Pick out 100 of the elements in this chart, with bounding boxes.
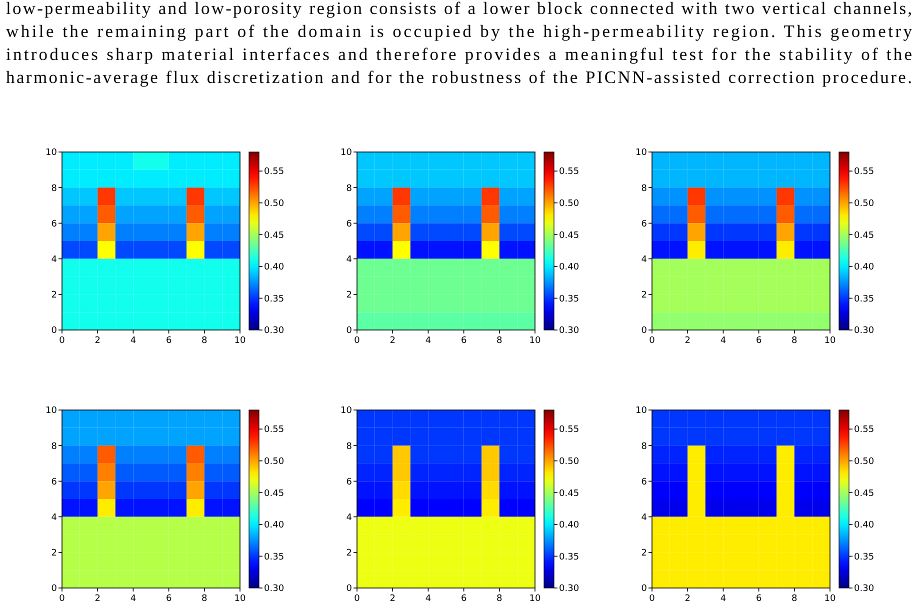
color-bar-label: 0.55 — [854, 425, 874, 436]
y-tick-label: 6 — [346, 219, 352, 230]
color-bar-label: 0.35 — [264, 294, 284, 304]
color-bar-label: 0.40 — [854, 262, 874, 273]
x-tick-label: 4 — [720, 594, 726, 604]
x-tick-label: 10 — [529, 594, 541, 604]
x-tick-label: 2 — [94, 594, 100, 604]
x-tick-label: 6 — [166, 336, 172, 346]
color-bar-label: 0.35 — [854, 294, 874, 304]
color-bar-label: 0.35 — [559, 294, 580, 304]
x-tick-label: 0 — [649, 336, 656, 346]
x-tick-label: 4 — [425, 336, 432, 346]
y-tick-label: 6 — [641, 219, 648, 230]
x-tick-label: 4 — [720, 336, 726, 346]
x-tick-label: 8 — [496, 336, 503, 346]
y-tick-label: 2 — [641, 290, 647, 301]
y-tick-label: 10 — [340, 148, 352, 158]
y-tick-label: 8 — [51, 442, 58, 452]
color-bar-label: 0.45 — [264, 488, 284, 499]
x-tick-label: 2 — [390, 336, 396, 346]
x-tick-label: 10 — [529, 336, 541, 346]
color-bar-label: 0.30 — [854, 326, 874, 336]
y-tick-label: 8 — [51, 184, 58, 194]
x-tick-label: 6 — [756, 594, 762, 604]
x-tick-label: 2 — [94, 336, 100, 346]
color-bar-label: 0.55 — [264, 167, 284, 178]
x-tick-label: 4 — [130, 594, 136, 604]
x-tick-label: 10 — [824, 336, 836, 346]
y-tick-label: 0 — [51, 584, 58, 594]
y-tick-label: 4 — [51, 512, 58, 523]
text: low-permeability and low-porosity region consists of a lower block connected with two vertical channels, — [6, 0, 912, 18]
x-tick-label: 4 — [425, 594, 432, 604]
x-tick-label: 2 — [390, 594, 396, 604]
color-bar-label: 0.35 — [854, 552, 874, 562]
y-tick-label: 10 — [340, 406, 352, 416]
color-bar-label: 0.30 — [854, 584, 874, 594]
color-bar-label: 0.50 — [264, 199, 284, 210]
y-tick-label: 6 — [641, 477, 648, 488]
color-bar-label: 0.40 — [264, 520, 284, 531]
y-tick-label: 4 — [641, 254, 648, 265]
color-bar-label: 0.30 — [559, 326, 580, 336]
y-tick-label: 10 — [46, 148, 58, 158]
text: harmonic-average flux discretization and for the robustness of the PICNN-assisted correction procedure. — [6, 67, 912, 87]
color-bar-label: 0.45 — [559, 230, 580, 241]
y-tick-label: 4 — [641, 512, 648, 523]
y-tick-label: 0 — [346, 326, 352, 336]
y-tick-label: 2 — [641, 548, 647, 559]
color-bar-label: 0.55 — [559, 425, 580, 436]
color-bar-label: 0.30 — [559, 584, 580, 594]
color-bar-label: 0.50 — [559, 199, 580, 210]
x-tick-label: 0 — [354, 336, 360, 346]
color-bar-label: 0.35 — [559, 552, 580, 562]
color-bar-label: 0.30 — [264, 326, 284, 336]
y-tick-label: 10 — [46, 406, 58, 416]
x-tick-label: 2 — [684, 594, 690, 604]
text: introduces sharp material interfaces and therefore provides a meaningful test for the stability of the — [6, 44, 912, 64]
color-bar-label: 0.40 — [264, 262, 284, 273]
y-tick-label: 2 — [346, 548, 352, 559]
x-tick-label: 2 — [684, 336, 690, 346]
y-tick-label: 4 — [346, 512, 352, 523]
color-bar-label: 0.50 — [854, 199, 874, 210]
y-tick-label: 2 — [346, 290, 352, 301]
text: while the remaining part of the domain is occupied by the high-permeability region. This geometry — [6, 21, 912, 41]
y-tick-label: 8 — [641, 442, 648, 452]
y-tick-label: 8 — [641, 184, 648, 194]
y-tick-label: 8 — [346, 184, 352, 194]
y-tick-label: 0 — [51, 326, 58, 336]
y-tick-label: 4 — [346, 254, 352, 265]
y-tick-label: 10 — [636, 406, 648, 416]
x-tick-label: 4 — [130, 336, 136, 346]
color-bar-label: 0.50 — [854, 457, 874, 468]
color-bar-label: 0.40 — [559, 262, 580, 273]
color-bar-label: 0.40 — [559, 520, 580, 531]
color-bar-label: 0.50 — [559, 457, 580, 468]
color-bar-label: 0.55 — [854, 167, 874, 178]
x-tick-label: 10 — [234, 336, 246, 346]
color-bar-label: 0.40 — [854, 520, 874, 531]
x-tick-label: 8 — [792, 594, 798, 604]
y-tick-label: 2 — [51, 548, 57, 559]
y-tick-label: 2 — [51, 290, 57, 301]
color-bar-label: 0.55 — [559, 167, 580, 178]
color-bar-label: 0.50 — [264, 457, 284, 468]
x-tick-label: 0 — [59, 336, 66, 346]
x-tick-label: 6 — [166, 594, 172, 604]
x-tick-label: 6 — [756, 336, 762, 346]
y-tick-label: 6 — [51, 477, 58, 488]
y-tick-label: 6 — [346, 477, 352, 488]
x-tick-label: 8 — [792, 336, 798, 346]
y-tick-label: 4 — [51, 254, 58, 265]
y-tick-label: 10 — [636, 148, 648, 158]
color-bar-label: 0.35 — [264, 552, 284, 562]
color-bar-label: 0.45 — [264, 230, 284, 241]
x-tick-label: 8 — [496, 594, 503, 604]
x-tick-label: 10 — [824, 594, 836, 604]
x-tick-label: 8 — [202, 594, 208, 604]
y-tick-label: 0 — [641, 584, 648, 594]
y-tick-label: 0 — [346, 584, 352, 594]
y-tick-label: 6 — [51, 219, 58, 230]
x-tick-label: 0 — [649, 594, 656, 604]
x-tick-label: 0 — [59, 594, 66, 604]
